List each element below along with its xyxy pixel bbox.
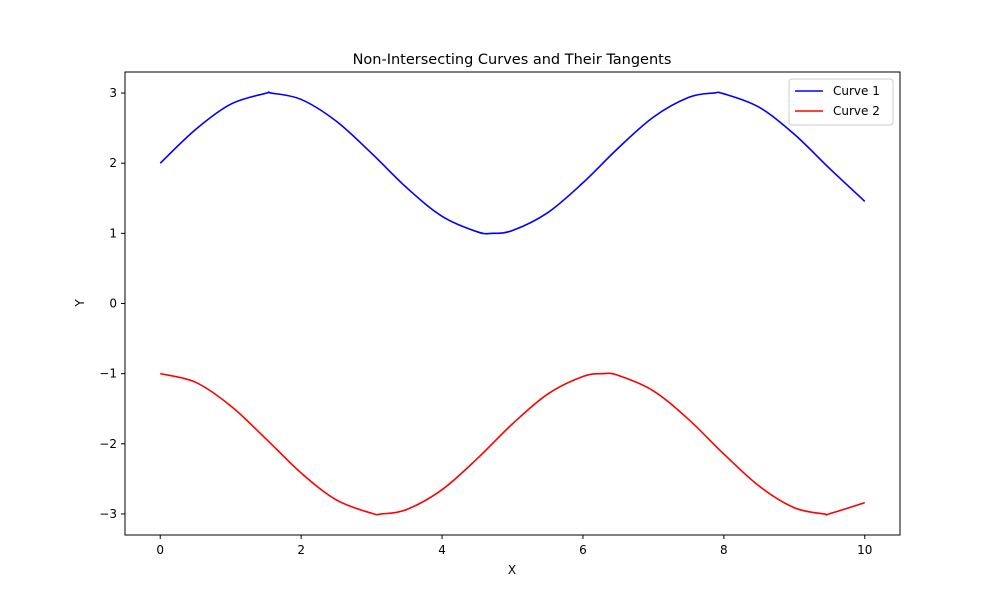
series-line-curve-1 [159,91,866,235]
plot-area [159,91,866,516]
x-axis: 0 2 4 6 8 10 [156,535,872,557]
y-axis-label: Y [73,299,87,308]
x-tick-label: 0 [156,543,164,557]
y-tick-label: −3 [99,507,117,521]
x-tick-label: 6 [579,543,587,557]
legend-label-curve-1: Curve 1 [833,84,880,98]
y-tick-label: −2 [99,437,117,451]
y-tick-label: 1 [109,226,117,240]
plot-frame [124,71,901,536]
chart-title: Non-Intersecting Curves and Their Tangen… [353,52,672,68]
series-line-curve-2 [160,372,866,516]
y-tick-label: −1 [99,367,117,381]
legend: Curve 1 Curve 2 [788,78,894,126]
x-axis-label: X [508,563,516,577]
y-tick-label: 2 [109,156,117,170]
legend-label-curve-2: Curve 2 [833,104,880,118]
y-tick-label: 0 [109,297,117,311]
x-tick-label: 10 [857,543,872,557]
y-axis: −3 −2 −1 0 1 2 3 [99,86,125,521]
y-tick-label: 3 [109,86,117,100]
x-tick-label: 4 [438,543,446,557]
x-tick-label: 2 [297,543,305,557]
x-tick-label: 8 [720,543,728,557]
